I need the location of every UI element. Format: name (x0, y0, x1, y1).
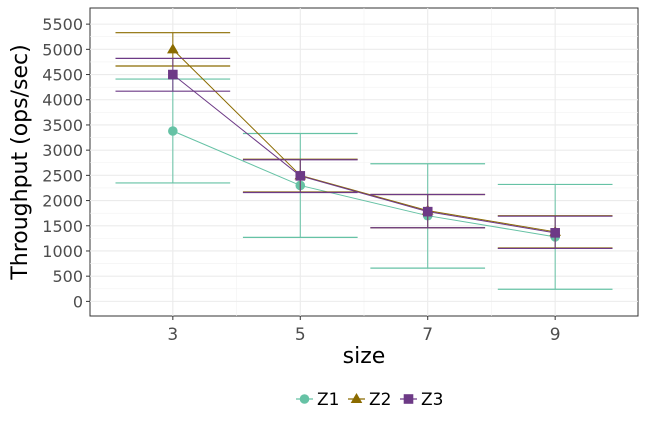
y-tick-label: 2000 (42, 192, 83, 211)
series-z3 (115, 57, 613, 250)
legend-label-z2: Z2 (369, 390, 391, 410)
data-point-z3 (422, 206, 433, 217)
legend-label-z1: Z1 (317, 390, 339, 410)
data-point-z2 (167, 43, 179, 54)
y-tick-label: 5500 (42, 15, 83, 34)
legend: Z1 Z2 Z3 (296, 390, 443, 410)
series-line-z2 (172, 48, 556, 233)
x-axis-title: size (343, 344, 386, 369)
y-tick-label: 1000 (42, 242, 83, 261)
x-tick-label: 9 (550, 325, 561, 345)
y-tick-label: 500 (52, 267, 83, 286)
y-axis-title: Throughput (ops/sec) (8, 44, 33, 280)
y-tick-label: 0 (73, 292, 83, 311)
legend-item-z3: Z3 (400, 390, 443, 410)
data-point-z3 (295, 171, 306, 181)
data-point-z3 (168, 69, 178, 80)
x-axis: 3 5 7 9 (167, 316, 561, 345)
y-tick-label: 5000 (42, 40, 83, 59)
x-tick-label: 7 (422, 325, 433, 345)
y-tick-label: 3000 (42, 141, 83, 160)
y-tick-label: 3500 (42, 116, 83, 135)
x-tick-label: 3 (167, 325, 178, 345)
legend-key-marker-z2 (350, 393, 363, 403)
legend-label-z3: Z3 (421, 390, 443, 410)
series-line-z3 (172, 74, 556, 234)
y-axis: 0 500 1000 1500 2000 2500 3000 3500 4000 4500 5000… (42, 15, 90, 311)
series-layer (115, 32, 613, 290)
x-tick-label: 5 (295, 325, 306, 345)
legend-item-z1: Z1 (296, 390, 339, 410)
legend-item-z2: Z2 (348, 390, 391, 410)
y-tick-label: 2500 (42, 166, 83, 185)
legend-key-marker-z1 (299, 394, 310, 404)
series-line-z1 (172, 130, 556, 238)
legend-key-marker-z3 (403, 394, 414, 404)
y-tick-label: 4000 (42, 91, 83, 110)
y-tick-label: 4500 (42, 66, 83, 85)
data-point-z1 (168, 126, 178, 136)
y-tick-label: 1500 (42, 217, 83, 236)
data-point-z3 (550, 228, 560, 238)
